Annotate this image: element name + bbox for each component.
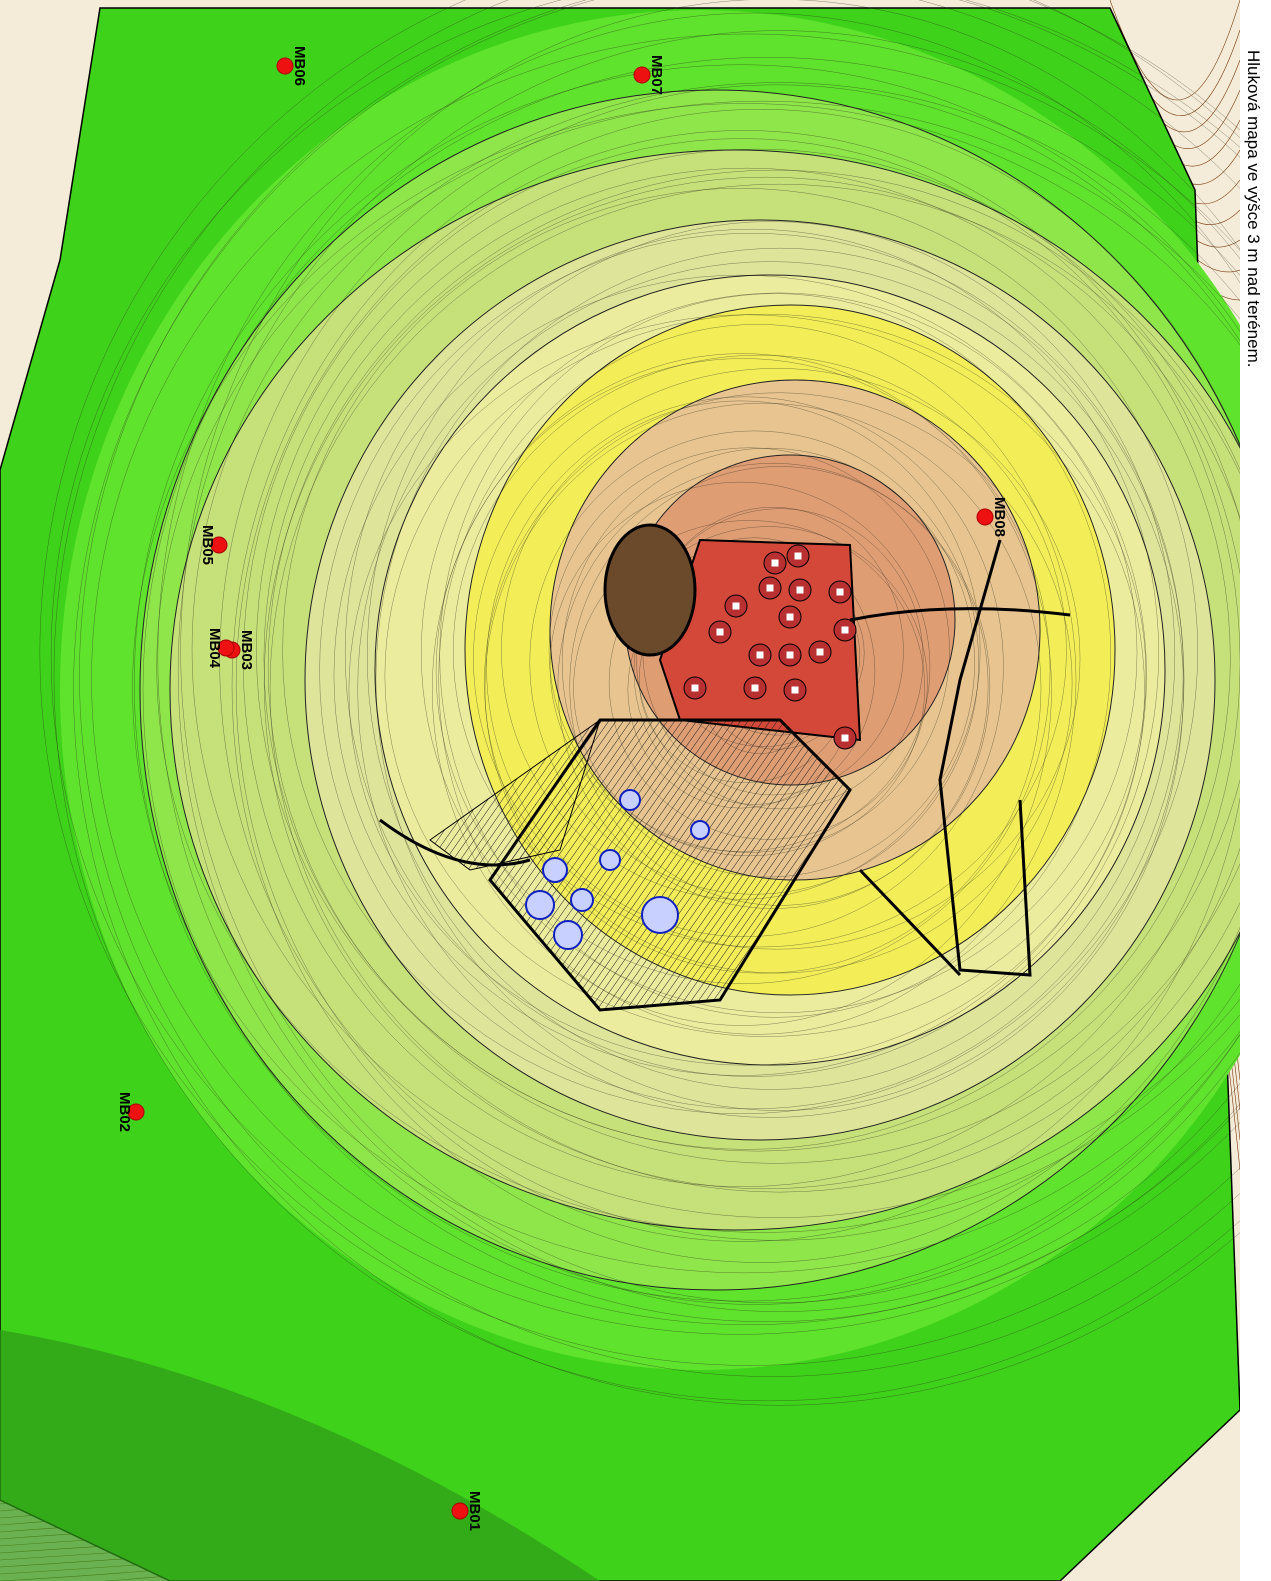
contour xyxy=(357,261,1184,1118)
sources xyxy=(683,544,857,750)
contour xyxy=(264,177,1240,1189)
source xyxy=(796,586,804,594)
map-title: Hluková mapa ve výšce 3 m nad terénem. xyxy=(1244,50,1263,367)
contour xyxy=(344,228,1159,1077)
contour-lines xyxy=(39,0,1240,1406)
contour xyxy=(231,109,1240,1263)
source xyxy=(786,651,794,659)
contour xyxy=(263,167,1231,1150)
source xyxy=(791,686,799,694)
contour xyxy=(484,402,1042,974)
contour xyxy=(435,358,1051,984)
measurement-point xyxy=(210,536,228,554)
contour xyxy=(39,0,1240,1366)
point-label: MB04 xyxy=(206,628,223,669)
source xyxy=(751,684,759,692)
point-label: MB01 xyxy=(466,1491,483,1531)
measurement-point xyxy=(276,57,294,75)
contour xyxy=(319,232,1184,1110)
contour xyxy=(452,354,1067,948)
source xyxy=(841,626,849,634)
contour xyxy=(157,12,1240,1305)
contour xyxy=(243,138,1240,1187)
dark-zone xyxy=(0,1330,600,1581)
contour xyxy=(236,130,1240,1242)
measurement-point xyxy=(217,639,235,657)
point-label: MB02 xyxy=(116,1092,133,1132)
contour xyxy=(91,33,1240,1325)
source xyxy=(841,734,849,742)
contour xyxy=(473,368,1081,950)
tank xyxy=(525,890,555,920)
point-label: MB03 xyxy=(238,630,255,670)
contour xyxy=(420,292,1138,1014)
tank xyxy=(553,920,583,950)
measurement-point xyxy=(451,1502,469,1520)
contour xyxy=(178,30,1240,1312)
contour xyxy=(51,0,1240,1335)
contour xyxy=(438,324,1077,1035)
point-label: MB05 xyxy=(199,525,216,565)
source xyxy=(691,684,699,692)
contour xyxy=(132,103,1240,1273)
tank xyxy=(570,888,594,912)
source xyxy=(716,628,724,636)
measurement-point xyxy=(976,508,994,526)
source xyxy=(766,584,774,592)
contour xyxy=(282,188,1198,1115)
source xyxy=(816,648,824,656)
tanks xyxy=(525,789,710,950)
source xyxy=(794,552,802,560)
contour xyxy=(269,184,1240,1193)
contour xyxy=(348,314,1145,1066)
tank xyxy=(641,896,679,934)
contour xyxy=(53,0,1240,1401)
contour xyxy=(156,101,1240,1233)
contour xyxy=(256,148,1240,1152)
measurement-point xyxy=(127,1103,145,1121)
contour xyxy=(268,169,1240,1164)
source xyxy=(732,602,740,610)
contour xyxy=(384,313,1147,1037)
contour xyxy=(333,274,1147,1076)
tank xyxy=(619,789,641,811)
contour xyxy=(432,353,1052,1026)
source xyxy=(771,559,779,567)
contour xyxy=(219,84,1240,1241)
tank xyxy=(542,857,568,883)
markers: MB06 MB07 MB08 MB05 MB03 MB04 MB02 MB01 xyxy=(116,46,1008,1531)
tank xyxy=(599,849,621,871)
contour xyxy=(191,82,1240,1218)
roads xyxy=(379,539,1071,977)
contour xyxy=(79,0,1240,1377)
measurement-point xyxy=(633,66,651,84)
contour xyxy=(134,64,1240,1302)
contour xyxy=(375,247,1185,1111)
source xyxy=(786,613,794,621)
contour xyxy=(366,221,1176,1090)
tank xyxy=(690,820,710,840)
point-label: MB06 xyxy=(291,46,308,86)
contour xyxy=(142,57,1240,1322)
point-label: MB07 xyxy=(648,55,665,95)
source xyxy=(756,651,764,659)
contour xyxy=(73,0,1240,1406)
pit xyxy=(603,523,697,657)
contour xyxy=(180,0,1240,1303)
point-label: MB08 xyxy=(991,497,1008,537)
source xyxy=(836,588,844,596)
contour xyxy=(484,392,1073,974)
contour xyxy=(439,293,1112,1018)
